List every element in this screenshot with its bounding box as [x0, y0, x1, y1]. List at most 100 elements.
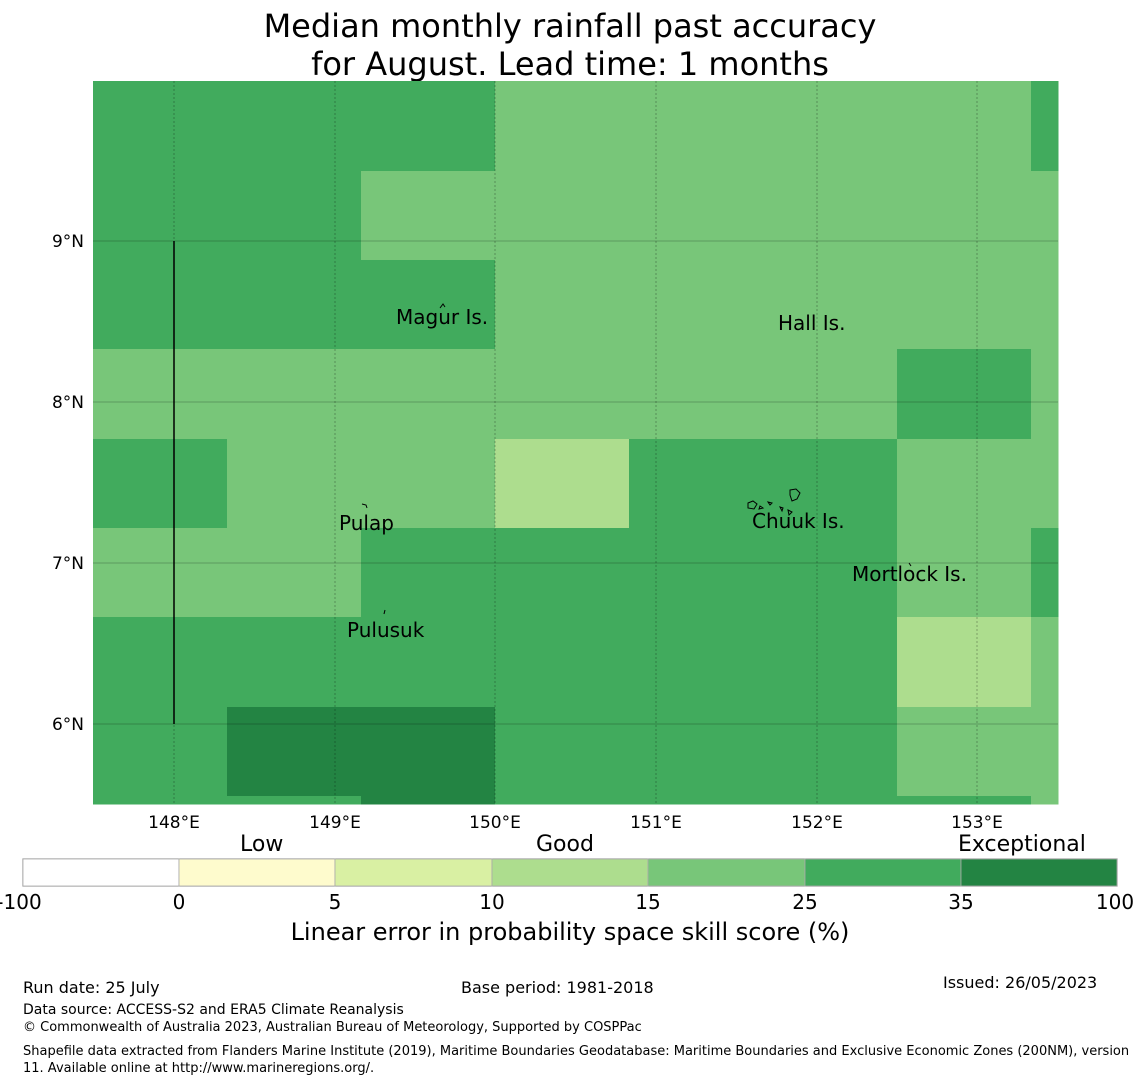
- grid-cell: [495, 260, 630, 350]
- pulap-island-outline: [361, 503, 368, 509]
- shapefile-credit: Shapefile data extracted from Flanders M…: [23, 1044, 1130, 1076]
- grid-cell: [629, 796, 764, 805]
- grid-cell: [629, 171, 764, 261]
- grid-cell: [227, 260, 362, 350]
- grid-cell: [361, 81, 496, 172]
- grid-cell: [1031, 349, 1059, 440]
- base-period: Base period: 1981-2018: [461, 978, 654, 997]
- data-source: Data source: ACCESS-S2 and ERA5 Climate …: [23, 1002, 404, 1018]
- grid-cell: [495, 171, 630, 261]
- grid-cell: [361, 617, 496, 708]
- chart-title-line-1: Median monthly rainfall past accuracy: [263, 7, 877, 45]
- colorbar-segment: [804, 858, 962, 887]
- grid-cell: [495, 617, 630, 708]
- colorbar-tick: -100: [0, 890, 42, 914]
- grid-cell: [1031, 171, 1059, 261]
- x-tick-label: 151°E: [630, 813, 682, 833]
- grid-cell: [93, 171, 228, 261]
- grid-cell: [1031, 528, 1059, 618]
- grid-cell: [629, 439, 764, 529]
- copyright: © Commonwealth of Australia 2023, Austra…: [23, 1020, 642, 1035]
- place-labels: Magur Is. Hall Is. Pulap Chuuk Is. Mortlock …: [339, 305, 967, 642]
- place-label: Pulusuk: [347, 618, 425, 642]
- grid-cell: [361, 528, 496, 618]
- grid-cell: [763, 171, 898, 261]
- grid-cell: [763, 81, 898, 172]
- grid-cell: [227, 81, 362, 172]
- grid-cell: [361, 349, 496, 440]
- grid-cell: [763, 439, 898, 529]
- grid-cell: [897, 349, 1032, 440]
- place-label: Pulap: [339, 511, 394, 535]
- grid-cell: [1031, 439, 1059, 529]
- skill-grid: [93, 81, 1059, 805]
- grid-cell: [495, 349, 630, 440]
- grid-cell: [361, 171, 496, 261]
- grid-cell: [495, 707, 630, 797]
- y-tick-label: 7°N: [52, 554, 84, 574]
- y-tick-label: 6°N: [52, 715, 84, 735]
- colorbar-label: Linear error in probability space skill …: [290, 918, 850, 946]
- grid-cell: [897, 796, 1032, 805]
- colorbar-segment: [178, 858, 336, 887]
- colorbar-tick: 100: [1095, 890, 1135, 914]
- x-tick-label: 148°E: [148, 813, 200, 833]
- colorbar-tick: 25: [792, 890, 818, 914]
- y-tick-label: 9°N: [52, 232, 84, 252]
- grid-cell: [361, 796, 496, 805]
- colorbar-segment: [22, 858, 180, 887]
- colorbar-tick: 5: [328, 890, 342, 914]
- mortlock-island-outline: [908, 562, 912, 567]
- y-tick-label: 8°N: [52, 393, 84, 413]
- grid-cell: [763, 349, 898, 440]
- chart-title-line-2: for August. Lead time: 1 months: [311, 45, 829, 83]
- grid-cell: [93, 528, 228, 618]
- run-date: Run date: 25 July: [23, 978, 160, 997]
- grid-cell: [495, 796, 630, 805]
- grid-cell: [495, 439, 630, 529]
- colorbar-tick: 0: [172, 890, 186, 914]
- grid-cell: [897, 260, 1032, 350]
- grid-cell: [227, 439, 362, 529]
- grid-cell: [93, 349, 228, 440]
- grid-cell: [629, 260, 764, 350]
- grid-cell: [93, 617, 228, 708]
- grid-cell: [1031, 81, 1059, 172]
- grid-cell: [1031, 796, 1059, 805]
- grid-cell: [93, 707, 228, 797]
- grid-cell: [1031, 260, 1059, 350]
- place-label: Chuuk Is.: [752, 509, 845, 533]
- grid-cell: [629, 617, 764, 708]
- x-tick-label: 152°E: [791, 813, 843, 833]
- grid-cell: [93, 439, 228, 529]
- colorbar-tick: 10: [479, 890, 505, 914]
- colorbar-segment: [960, 858, 1118, 887]
- x-axis-ticks: 148°E 149°E 150°E 151°E 152°E 153°E: [148, 813, 1003, 833]
- grid-cell: [1031, 707, 1059, 797]
- x-tick-label: 149°E: [309, 813, 361, 833]
- colorbar: [22, 858, 1118, 887]
- grid-cell: [361, 260, 496, 350]
- grid-cell: [629, 528, 764, 618]
- grid-cell: [227, 707, 362, 797]
- category-low: Low: [240, 832, 284, 857]
- grid-cell: [227, 349, 362, 440]
- grid-cell: [897, 617, 1032, 708]
- pulusuk-island-outline: [383, 609, 386, 615]
- grid-cell: [897, 439, 1032, 529]
- place-label: Mortlock Is.: [852, 562, 967, 586]
- island-outlines: [361, 303, 912, 615]
- grid-cell: [227, 796, 362, 805]
- grid-cell: [763, 617, 898, 708]
- grid-cell: [495, 81, 630, 172]
- grid-cell: [763, 528, 898, 618]
- colorbar-segment: [334, 858, 493, 887]
- grid-cell: [763, 260, 898, 350]
- grid-cell: [897, 171, 1032, 261]
- grid-cell: [629, 707, 764, 797]
- place-label: Magur Is.: [396, 305, 488, 329]
- grid-cell: [1031, 617, 1059, 708]
- chuuk-island-outline: [747, 488, 801, 517]
- y-axis-ticks: 9°N 8°N 7°N 6°N: [52, 232, 84, 735]
